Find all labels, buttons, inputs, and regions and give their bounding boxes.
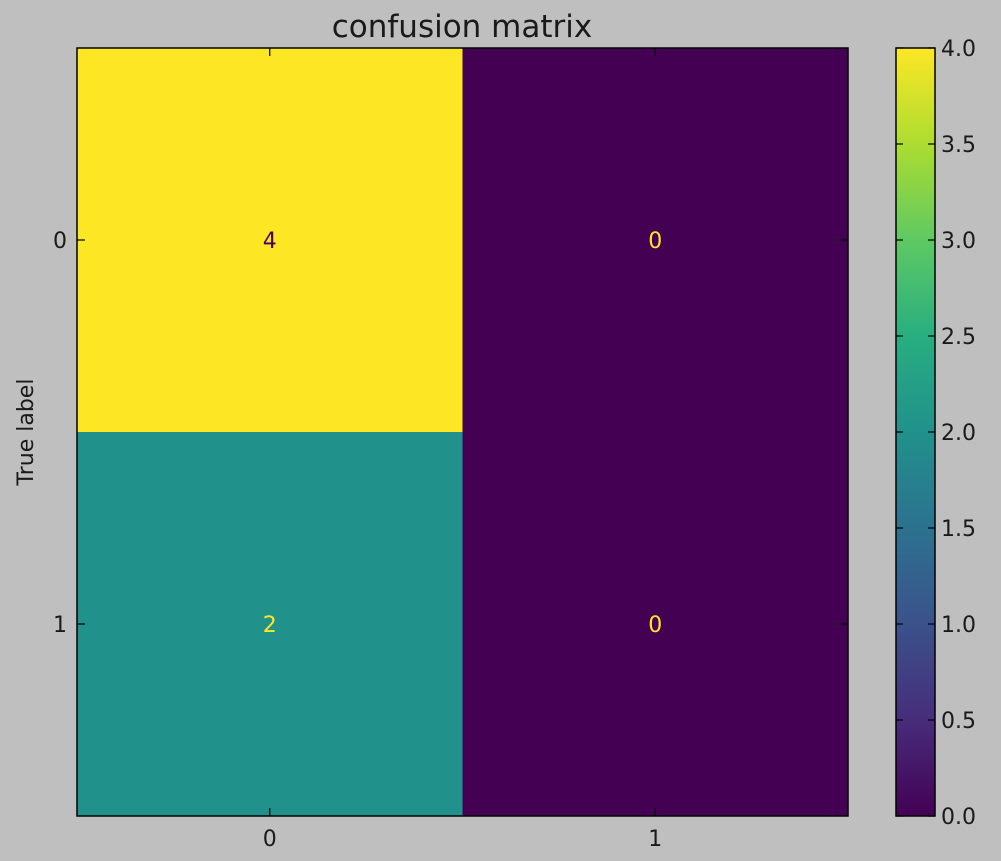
- chart-title: confusion matrix: [332, 9, 593, 45]
- heatmap-cells: [77, 48, 849, 817]
- colorbar-tick-label: 4.0: [941, 37, 976, 62]
- heatmap-cell-r1-c0: [77, 432, 463, 817]
- y-tick-label: 0: [53, 229, 67, 254]
- colorbar-tick-label: 0.0: [941, 805, 976, 830]
- cell-value-label-r1-c0: 2: [263, 613, 277, 638]
- y-axis-label: True label: [14, 379, 39, 487]
- colorbar-tick-label: 1.5: [941, 517, 976, 542]
- y-axis-ticks: 01: [53, 229, 848, 638]
- colorbar-tick-label: 2.5: [941, 325, 976, 350]
- colorbar-tick-label: 1.0: [941, 613, 976, 638]
- cell-value-label-r0-c1: 0: [648, 229, 662, 254]
- heatmap-cell-r0-c0: [77, 48, 463, 433]
- heatmap-cell-r1-c1: [462, 432, 849, 817]
- plot-frame: [76, 47, 849, 817]
- x-tick-label: 1: [648, 827, 662, 852]
- heatmap-cell-labels: 4 0 2 0: [263, 229, 663, 638]
- colorbar-ticks: 0.0 0.5 1.0 1.5 2.0 2.5 3.0 3.5 4.0: [896, 37, 976, 830]
- colorbar-tick-label: 3.5: [941, 133, 976, 158]
- heatmap-cell-r0-c1: [462, 48, 849, 433]
- x-tick-label: 0: [263, 827, 277, 852]
- colorbar-tick-label: 3.0: [941, 229, 976, 254]
- colorbar-tick-label: 0.5: [941, 709, 976, 734]
- y-tick-label: 1: [53, 613, 67, 638]
- cell-value-label-r0-c0: 4: [263, 229, 277, 254]
- cell-value-label-r1-c1: 0: [648, 613, 662, 638]
- colorbar-tick-label: 2.0: [941, 421, 976, 446]
